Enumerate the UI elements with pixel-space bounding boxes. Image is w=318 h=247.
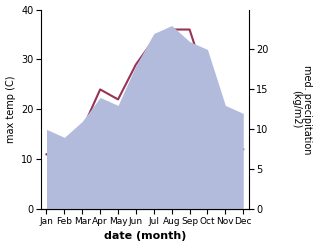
Y-axis label: med. precipitation
(kg/m2): med. precipitation (kg/m2) <box>291 65 313 154</box>
Y-axis label: max temp (C): max temp (C) <box>5 76 16 143</box>
X-axis label: date (month): date (month) <box>104 231 186 242</box>
